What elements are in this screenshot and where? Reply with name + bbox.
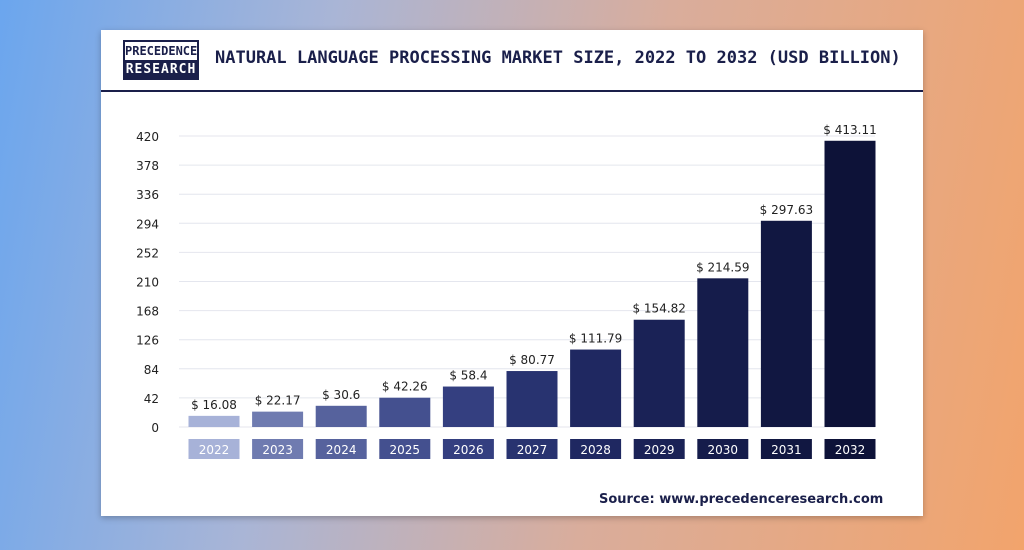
logo-bottom-text: RESEARCH bbox=[123, 60, 199, 80]
x-tick-label-2022: 2022 bbox=[199, 443, 230, 457]
x-label-box-2028 bbox=[570, 439, 622, 459]
bar-2026 bbox=[442, 386, 494, 427]
bar-2024 bbox=[315, 405, 367, 427]
x-tick-label-2032: 2032 bbox=[835, 443, 866, 457]
gridlines bbox=[179, 135, 875, 428]
x-axis-labels: 2022 2023 2024 2025 2026 2027 2028 2029 2030 2031… bbox=[188, 439, 876, 459]
y-axis-ticks: 0 42 84 126 168 210 252 294 336 378 420 bbox=[136, 130, 159, 435]
y-tick-label: 420 bbox=[136, 130, 159, 144]
y-tick-label: 294 bbox=[136, 217, 159, 231]
value-label-2031: $ 297.63 bbox=[760, 203, 813, 217]
header-divider bbox=[101, 90, 923, 92]
x-label-box-2027 bbox=[506, 439, 558, 459]
precedence-research-logo: PRECEDENCE RESEARCH bbox=[123, 40, 199, 80]
source-text: Source: www.precedenceresearch.com bbox=[599, 492, 884, 507]
x-tick-label-2023: 2023 bbox=[262, 443, 293, 457]
value-label-2026: $ 58.4 bbox=[449, 369, 487, 383]
y-tick-label: 0 bbox=[151, 421, 159, 435]
x-tick-label-2026: 2026 bbox=[453, 443, 484, 457]
x-tick-label-2024: 2024 bbox=[326, 443, 357, 457]
x-label-box-2022 bbox=[188, 439, 240, 459]
bars bbox=[188, 140, 876, 427]
x-tick-label-2031: 2031 bbox=[771, 443, 802, 457]
x-tick-label-2028: 2028 bbox=[580, 443, 611, 457]
y-tick-label: 210 bbox=[136, 276, 159, 290]
bar-2032 bbox=[824, 140, 876, 427]
y-tick-label: 336 bbox=[136, 188, 159, 202]
x-tick-label-2030: 2030 bbox=[708, 443, 739, 457]
bar-2023 bbox=[252, 411, 304, 427]
value-label-2029: $ 154.82 bbox=[632, 302, 685, 316]
x-label-box-2030 bbox=[697, 439, 749, 459]
y-tick-label: 252 bbox=[136, 246, 159, 260]
x-label-box-2024 bbox=[315, 439, 367, 459]
bar-2029 bbox=[633, 319, 685, 427]
chart-title: NATURAL LANGUAGE PROCESSING MARKET SIZE,… bbox=[215, 48, 901, 68]
value-label-2022: $ 16.08 bbox=[191, 398, 237, 412]
value-labels: $ 16.08 $ 22.17 $ 30.6 $ 42.26 $ 58.4 $ 80.77… bbox=[191, 123, 877, 412]
x-tick-label-2025: 2025 bbox=[390, 443, 421, 457]
value-label-2023: $ 22.17 bbox=[255, 394, 301, 408]
bar-chart: 0 42 84 126 168 210 252 294 336 378 420 $ 16.08 $ 2… bbox=[136, 123, 877, 459]
y-tick-label: 42 bbox=[144, 392, 159, 406]
value-label-2028: $ 111.79 bbox=[569, 332, 622, 346]
x-label-box-2023 bbox=[252, 439, 304, 459]
bar-2031 bbox=[760, 220, 812, 427]
x-tick-label-2027: 2027 bbox=[517, 443, 548, 457]
x-label-box-2025 bbox=[379, 439, 431, 459]
bar-2022 bbox=[188, 415, 240, 427]
logo-top-text: PRECEDENCE bbox=[123, 40, 199, 60]
value-label-2025: $ 42.26 bbox=[382, 380, 428, 394]
x-label-box-2029 bbox=[633, 439, 685, 459]
y-tick-label: 126 bbox=[136, 334, 159, 348]
bar-2028 bbox=[570, 349, 622, 427]
bar-2030 bbox=[697, 278, 749, 427]
x-tick-label-2029: 2029 bbox=[644, 443, 675, 457]
value-label-2030: $ 214.59 bbox=[696, 260, 749, 274]
y-tick-label: 84 bbox=[144, 363, 159, 377]
bar-2025 bbox=[379, 397, 431, 427]
value-label-2027: $ 80.77 bbox=[509, 353, 555, 367]
y-tick-label: 168 bbox=[136, 305, 159, 319]
y-tick-label: 378 bbox=[136, 159, 159, 173]
value-label-2032: $ 413.11 bbox=[823, 123, 876, 137]
x-label-box-2031 bbox=[760, 439, 812, 459]
bar-2027 bbox=[506, 371, 558, 427]
chart-card: PRECEDENCE RESEARCH NATURAL LANGUAGE PRO… bbox=[101, 30, 923, 516]
value-label-2024: $ 30.6 bbox=[322, 388, 360, 402]
x-label-box-2026 bbox=[442, 439, 494, 459]
x-label-box-2032 bbox=[824, 439, 876, 459]
